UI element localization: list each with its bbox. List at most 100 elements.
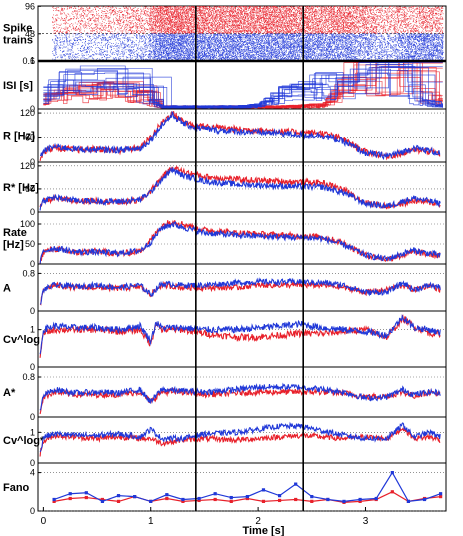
spike (202, 23, 204, 24)
spike (161, 13, 163, 15)
spike (172, 14, 174, 15)
spike (401, 22, 402, 23)
spike (196, 21, 198, 23)
spike (166, 18, 168, 19)
spike (426, 15, 428, 16)
spike (328, 14, 330, 15)
spike (355, 18, 357, 20)
spike (210, 11, 212, 12)
spike (342, 12, 344, 13)
spike (325, 14, 327, 16)
spike (188, 11, 190, 13)
spike (431, 11, 433, 12)
spike (189, 10, 191, 12)
spike (159, 14, 160, 16)
spike (157, 18, 159, 19)
spike (252, 5, 254, 7)
spike (343, 23, 344, 24)
spike (159, 23, 160, 24)
spike (392, 10, 394, 12)
spike (281, 13, 283, 15)
spike (67, 8, 69, 9)
spike (360, 20, 362, 22)
spike (147, 14, 149, 15)
spike (232, 20, 234, 22)
spike (311, 17, 313, 19)
spike (321, 20, 323, 22)
spike (184, 7, 186, 9)
spike (173, 23, 175, 25)
spike (279, 8, 281, 10)
spike (166, 13, 168, 15)
spike (171, 22, 173, 24)
spike (387, 22, 389, 23)
spike (405, 15, 407, 17)
spike (228, 21, 230, 23)
spike (324, 22, 326, 24)
spike (200, 16, 202, 18)
spike (435, 21, 437, 23)
spike (162, 12, 163, 13)
spike (367, 7, 369, 8)
spike (163, 16, 165, 18)
spike (216, 15, 217, 17)
spike (242, 9, 244, 11)
spike (293, 15, 295, 17)
spike (87, 23, 89, 24)
spike (156, 8, 157, 9)
spike (117, 23, 119, 25)
spike (223, 9, 225, 11)
spike (252, 11, 254, 13)
spike (106, 5, 108, 7)
spike (160, 15, 162, 16)
spike (238, 5, 240, 7)
spike (177, 20, 179, 22)
spike (150, 6, 152, 8)
spike (244, 22, 246, 23)
spike (267, 16, 269, 17)
spike (239, 17, 241, 19)
spike (181, 20, 182, 22)
spike (418, 22, 420, 24)
spike (124, 8, 126, 9)
spike (315, 20, 317, 22)
spike (107, 18, 109, 19)
spike (174, 13, 176, 15)
spike (334, 13, 336, 15)
spike (416, 14, 418, 15)
spike (153, 7, 155, 8)
spike (192, 14, 194, 16)
spike (356, 23, 358, 24)
spike (166, 9, 168, 11)
spike (373, 17, 375, 19)
spike (231, 22, 233, 24)
spike (140, 18, 142, 20)
spike (305, 9, 307, 11)
spike (365, 17, 367, 19)
spike (297, 11, 298, 13)
spike (305, 18, 307, 19)
spike (411, 11, 413, 12)
spike (350, 23, 352, 24)
spike (172, 8, 174, 10)
spike (230, 20, 232, 22)
spike (176, 22, 178, 24)
spike (221, 19, 223, 21)
spike (105, 15, 107, 17)
spike (251, 14, 252, 15)
spike (166, 9, 167, 11)
spike (276, 16, 278, 18)
spike (410, 18, 411, 20)
spike (328, 13, 330, 15)
spike (211, 9, 213, 11)
spike (194, 22, 196, 23)
spike (234, 10, 236, 12)
spike (210, 8, 211, 10)
spike (389, 5, 391, 7)
spike (429, 19, 431, 21)
spike (255, 14, 257, 16)
spike (291, 23, 292, 24)
spike (381, 17, 383, 19)
spike (287, 13, 289, 15)
spike (374, 16, 376, 18)
